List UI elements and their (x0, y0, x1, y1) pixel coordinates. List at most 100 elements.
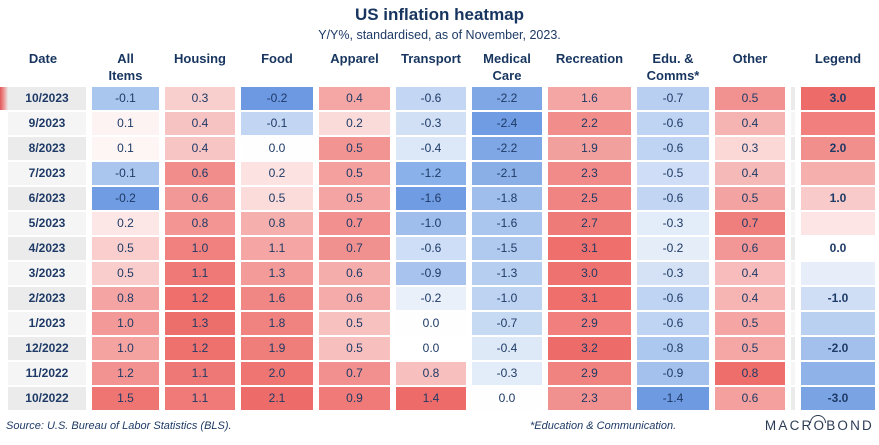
legend-cell: 1.0 (801, 187, 875, 210)
date-cell: 3/2023 (0, 262, 86, 285)
value-cell: 0.5 (92, 237, 159, 260)
value-cell: 2.2 (548, 112, 631, 135)
value-cell: 0.9 (319, 387, 390, 410)
value-cell: -0.2 (637, 237, 709, 260)
legend-cell: 0.0 (801, 237, 875, 260)
value-cell: 0.0 (396, 312, 466, 335)
value-cell: -2.1 (472, 162, 542, 185)
value-cell: -0.8 (637, 337, 709, 360)
date-label: 3/2023 (8, 262, 86, 285)
logo-o-arc: O (810, 414, 827, 433)
value-cell: 0.6 (165, 162, 235, 185)
date-cell: 4/2023 (0, 237, 86, 260)
value-cell: -0.1 (92, 87, 159, 110)
heatmap-row: 9/2023 0.1 0.4 -0.1 0.2 -0.3 -2.4 2.2 -0.6 0.4 (0, 112, 879, 135)
value-cell: -0.4 (396, 137, 466, 160)
value-cell: 1.1 (165, 387, 235, 410)
legend-cell: 2.0 (801, 137, 875, 160)
value-cell: 2.9 (548, 362, 631, 385)
marker-placeholder (0, 362, 8, 385)
value-cell: 0.6 (715, 237, 785, 260)
date-cell: 6/2023 (0, 187, 86, 210)
column-header-housing: Housing (174, 51, 226, 66)
value-cell: 0.1 (92, 112, 159, 135)
value-cell: -0.7 (637, 87, 709, 110)
date-cell: 2/2023 (0, 287, 86, 310)
value-cell: 1.0 (92, 337, 159, 360)
heatmap-row: 2/2023 0.8 1.2 1.6 0.6 -0.2 -1.0 3.1 -0.6 0.4 -1.0 (0, 287, 879, 310)
value-cell: -0.1 (241, 112, 313, 135)
value-cell: 0.2 (241, 162, 313, 185)
value-cell: 1.0 (165, 237, 235, 260)
date-label: 4/2023 (8, 237, 86, 260)
value-cell: 0.6 (319, 262, 390, 285)
value-cell: 0.0 (472, 387, 542, 410)
heatmap-row: 10/2023 -0.1 0.3 -0.2 0.4 -0.6 -2.2 1.6 -0.7 0.5 3… (0, 87, 879, 110)
date-cell: 5/2023 (0, 212, 86, 235)
value-cell: 0.2 (319, 112, 390, 135)
column-header-recreation: Recreation (555, 51, 624, 66)
column-header-row: Date All Items Housing Food Apparel Transport… (0, 51, 879, 85)
heatmap-row: 7/2023 -0.1 0.6 0.2 0.5 -1.2 -2.1 2.3 -0.5 0.4 (0, 162, 879, 185)
value-cell: 3.2 (548, 337, 631, 360)
column-header-apparel: Apparel (330, 51, 379, 66)
date-label: 2/2023 (8, 287, 86, 310)
value-cell: 1.9 (548, 137, 631, 160)
value-cell: -1.6 (472, 212, 542, 235)
date-label: 6/2023 (8, 187, 86, 210)
value-cell: -1.0 (396, 212, 466, 235)
row-spacer (791, 87, 795, 110)
heatmap-row: 3/2023 0.5 1.1 1.3 0.6 -0.9 -1.3 3.0 -0.3 0.4 (0, 262, 879, 285)
value-cell: 0.5 (319, 337, 390, 360)
legend-cell (801, 312, 875, 335)
marker-placeholder (0, 387, 8, 410)
date-cell: 1/2023 (0, 312, 86, 335)
value-cell: 0.8 (241, 212, 313, 235)
value-cell: 1.2 (165, 337, 235, 360)
date-label: 1/2023 (8, 312, 86, 335)
source-note: Source: U.S. Bureau of Labor Statistics … (6, 420, 232, 432)
heatmap-row: 1/2023 1.0 1.3 1.8 0.5 0.0 -0.7 2.9 -0.6 0.5 (0, 312, 879, 335)
row-spacer (791, 362, 795, 385)
legend-cell: 3.0 (801, 87, 875, 110)
heatmap-body: 10/2023 -0.1 0.3 -0.2 0.4 -0.6 -2.2 1.6 -0.7 0.5 3… (0, 87, 879, 410)
date-cell: 10/2022 (0, 387, 86, 410)
value-cell: 0.8 (396, 362, 466, 385)
value-cell: 0.3 (715, 137, 785, 160)
column-header-medical-care: Medical Care (483, 51, 531, 83)
value-cell: -0.6 (637, 112, 709, 135)
heatmap-row: 8/2023 0.1 0.4 0.0 0.5 -0.4 -2.2 1.9 -0.6 0.3 2.0 (0, 137, 879, 160)
date-label: 9/2023 (8, 112, 86, 135)
value-cell: 0.8 (715, 362, 785, 385)
value-cell: -0.3 (472, 362, 542, 385)
row-spacer (791, 162, 795, 185)
value-cell: 0.6 (715, 387, 785, 410)
value-cell: -0.9 (637, 362, 709, 385)
value-cell: 2.9 (548, 312, 631, 335)
value-cell: -0.2 (241, 87, 313, 110)
value-cell: 0.5 (319, 162, 390, 185)
value-cell: -0.6 (637, 287, 709, 310)
row-spacer (791, 337, 795, 360)
value-cell: 1.3 (241, 262, 313, 285)
date-cell: 12/2022 (0, 337, 86, 360)
row-spacer (791, 137, 795, 160)
date-cell: 7/2023 (0, 162, 86, 185)
value-cell: 2.5 (548, 187, 631, 210)
value-cell: 1.5 (92, 387, 159, 410)
value-cell: 1.0 (92, 312, 159, 335)
legend-cell: -2.0 (801, 337, 875, 360)
value-cell: 0.7 (319, 212, 390, 235)
value-cell: 1.1 (165, 362, 235, 385)
macrobond-logo: MACROBOND (764, 414, 874, 433)
value-cell: 0.5 (715, 337, 785, 360)
heatmap-row: 6/2023 -0.2 0.6 0.5 0.5 -1.6 -1.8 2.5 -0.6 0.5 1.0 (0, 187, 879, 210)
value-cell: -0.2 (92, 187, 159, 210)
date-cell: 9/2023 (0, 112, 86, 135)
value-cell: -0.6 (637, 312, 709, 335)
value-cell: 3.1 (548, 287, 631, 310)
value-cell: -0.6 (396, 237, 466, 260)
value-cell: -0.3 (637, 212, 709, 235)
value-cell: 0.1 (92, 137, 159, 160)
